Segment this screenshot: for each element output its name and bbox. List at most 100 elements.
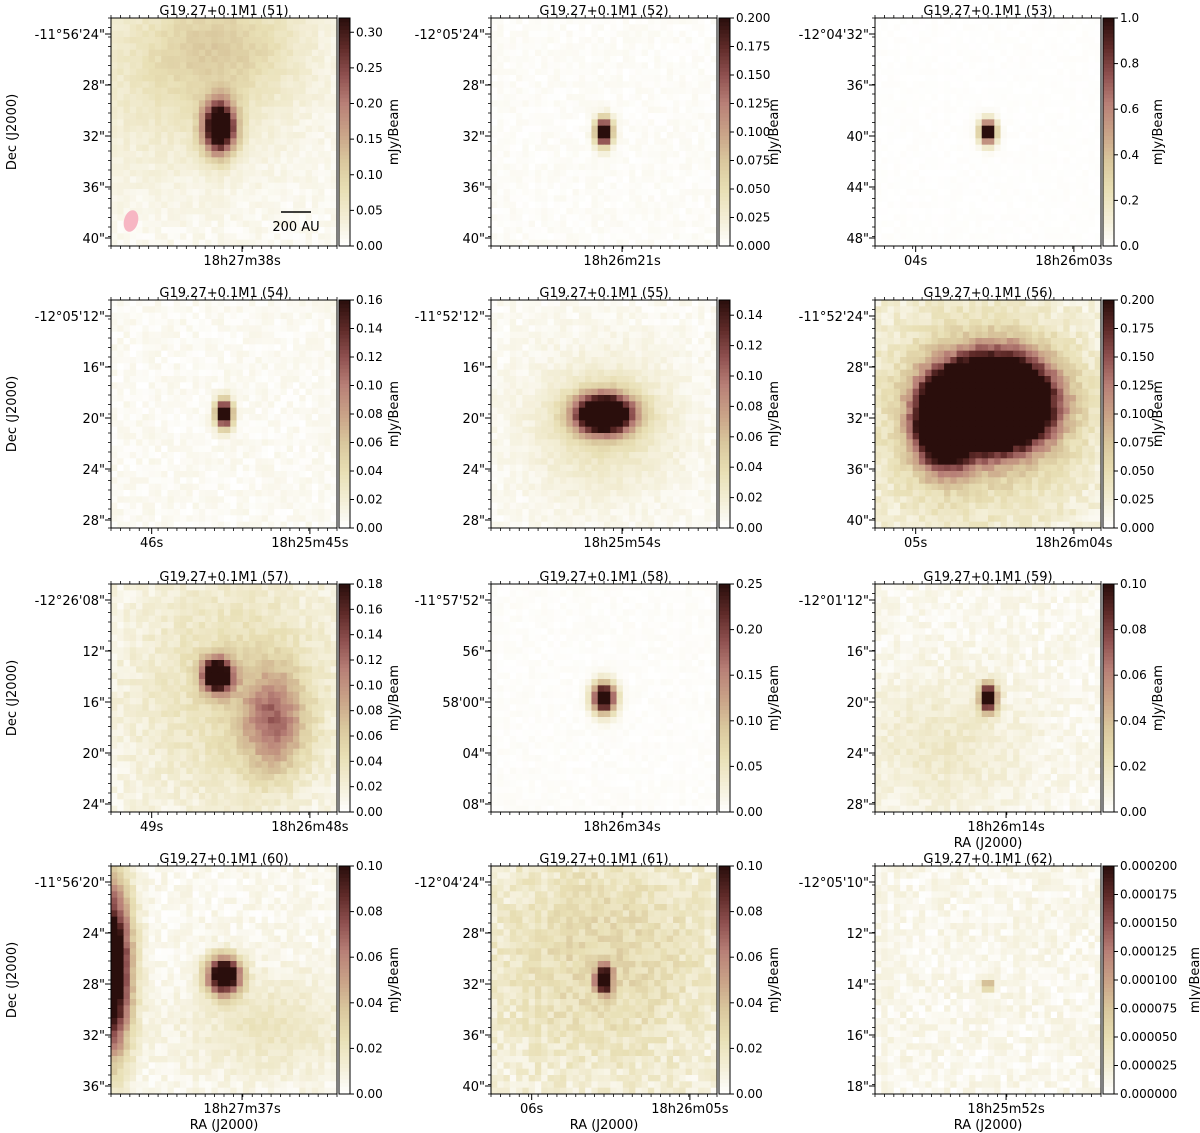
heatmap-cell [299,357,307,364]
heatmap-cell [950,18,958,25]
heatmap-cell [994,113,1001,120]
heatmap-cell [522,68,530,76]
heatmap-cell [224,208,231,215]
heatmap-cell [299,119,307,127]
heatmap-cell [1063,157,1071,165]
heatmap-cell [1013,170,1020,177]
heatmap-cell [280,100,288,108]
heatmap-cell [249,189,256,196]
heatmap-cell [1031,68,1039,76]
heatmap-cell [585,24,592,32]
heatmap-cell [1013,113,1020,120]
heatmap-cell [180,43,187,51]
heatmap-cell [1000,106,1008,114]
heatmap-cell [1094,37,1102,44]
heatmap-cell [136,182,143,190]
heatmap-cell [685,62,693,70]
heatmap-cell [180,208,187,215]
heatmap-cell [261,157,269,165]
heatmap-cell [585,227,592,234]
heatmap-cell [167,388,175,396]
heatmap-cell [293,119,300,127]
heatmap-cell [318,30,325,38]
heatmap-cell [710,62,718,70]
heatmap-cell [629,195,636,203]
heatmap-cell [981,18,989,25]
heatmap-cell [1038,24,1045,32]
heatmap-cell [123,87,131,95]
heatmap-cell [230,119,237,127]
heatmap-cell [616,68,624,76]
heatmap-cell [1025,157,1033,165]
heatmap-cell [534,75,542,82]
heatmap-cell [217,144,225,152]
heatmap-cell [931,49,939,57]
heatmap-cell [994,151,1001,158]
colorbar-segment [1103,177,1114,182]
heatmap-cell [893,81,901,89]
heatmap-cell [230,376,237,383]
heatmap-cell [875,43,882,51]
heatmap-cell [205,208,212,215]
heatmap-cell [142,401,150,409]
heatmap-cell [1082,151,1089,158]
heatmap-cell [679,119,687,127]
heatmap-cell [616,37,624,44]
heatmap-cell [981,94,989,101]
heatmap-cell [541,138,548,146]
heatmap-cell [887,151,895,158]
heatmap-cell [969,94,976,101]
heatmap-cell [148,113,156,120]
heatmap-cell [186,100,194,108]
heatmap-cell [893,30,901,38]
heatmap-cell [503,62,511,70]
heatmap-cell [249,157,256,165]
heatmap-cell [1057,138,1064,146]
heatmap-cell [311,151,319,158]
heatmap-cell [154,300,162,307]
heatmap-cell [198,395,206,402]
heatmap-cell [975,62,983,70]
heatmap-cell [944,62,951,70]
heatmap-cell [912,208,920,215]
heatmap-cell [944,56,951,63]
heatmap-cell [981,43,989,51]
colorbar-segment [719,116,730,122]
heatmap-cell [654,18,661,25]
heatmap-cell [1038,195,1045,203]
heatmap-cell [230,357,237,364]
heatmap-cell [900,100,907,108]
heatmap-cell [217,163,225,171]
heatmap-cell [881,68,888,76]
heatmap-cell [1000,75,1008,82]
heatmap-cell [136,94,143,101]
colorbar-segment [339,63,350,68]
heatmap-cell [666,56,674,63]
heatmap-cell [161,100,168,108]
heatmap-cell [925,119,932,127]
heatmap-cell [1044,201,1052,209]
heatmap-cell [330,87,338,95]
heatmap-cell [534,195,542,203]
heatmap-cell [293,195,300,203]
heatmap-cell [534,201,542,209]
heatmap-cell [673,195,680,203]
heatmap-cell [280,214,288,222]
colorbar-segment [339,21,350,27]
heatmap-cell [981,189,989,196]
heatmap-cell [547,170,555,177]
heatmap-cell [1006,132,1014,139]
heatmap-cell [931,18,939,25]
heatmap-cell [173,176,181,184]
heatmap-cell [224,220,231,228]
heatmap-cell [236,401,244,409]
heatmap-cell [224,189,231,196]
heatmap-cell [962,87,970,95]
heatmap-cell [148,75,156,82]
heatmap-cell [255,369,263,377]
heatmap-cell [192,138,200,146]
heatmap-cell [267,30,275,38]
heatmap-cell [293,239,300,247]
heatmap-cell [509,68,517,76]
colorbar-segment [719,208,730,213]
